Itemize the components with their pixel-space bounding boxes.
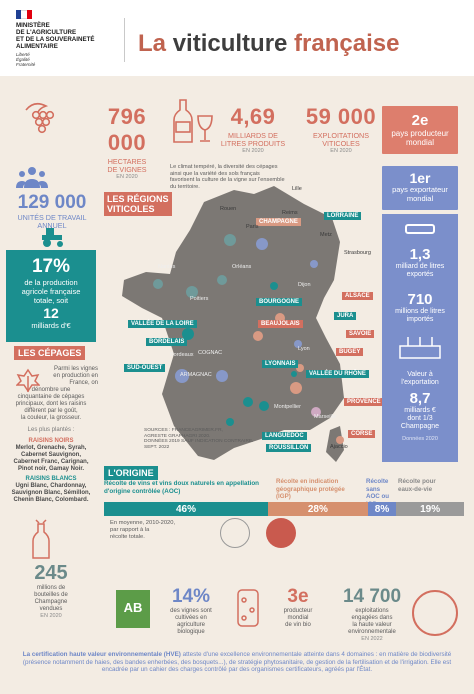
origin-bar-segment: 8% xyxy=(367,502,397,516)
region-armagnac: ARMAGNAC xyxy=(180,372,212,378)
region-champagne: CHAMPAGNE xyxy=(256,218,301,226)
share-card: 17% de la production agricole française … xyxy=(6,250,96,342)
origin-bar-segment: 28% xyxy=(267,502,368,516)
wine-bottle-glass-icon xyxy=(172,98,216,149)
truck-icon xyxy=(405,224,435,234)
grape-leaf-icon xyxy=(15,368,41,399)
origin-bar-segment: 46% xyxy=(104,502,268,516)
ab-logo: AB xyxy=(116,590,150,628)
hve-stat: 14 700 exploitations engagées dans la ha… xyxy=(342,586,402,642)
region-alsace: ALSACE xyxy=(342,292,373,300)
cepages-title: LES CÉPAGES xyxy=(14,346,86,360)
map-sources: SOURCES : FRANCEAGRIMER.FR, AGRESTE GRAP… xyxy=(144,428,254,450)
origin-cat-igp: Récolte en indication géographique proté… xyxy=(276,478,345,500)
city-marseille: Marseille xyxy=(314,414,337,420)
header-divider xyxy=(124,18,125,62)
city-ajaccio: Ajaccio xyxy=(330,444,348,450)
exporter-rank-card: 1er pays exportateur mondial xyxy=(382,166,458,210)
city-reims: Reims xyxy=(282,210,298,216)
grapes-icon xyxy=(16,98,62,141)
city-paris: Paris xyxy=(246,224,259,230)
producer-rank-card: 2e pays producteur mondial xyxy=(382,106,458,154)
champagne-bottle-icon xyxy=(30,518,52,565)
city-lille: Lille xyxy=(292,186,302,192)
region-savoie: SAVOIE xyxy=(346,330,375,338)
hve-seal-icon xyxy=(412,590,458,636)
city-montpellier: Montpellier xyxy=(274,404,301,410)
region-lyonnais: LYONNAIS xyxy=(262,360,299,368)
people-icon xyxy=(16,166,48,195)
origin-title: L'ORIGINE xyxy=(104,466,158,480)
trade-card: 1,3 milliard de litres exportés 710 mill… xyxy=(382,214,458,462)
cepages-list: Les plus plantés : RAISINS NOIRS Merlot,… xyxy=(11,427,91,503)
page-title: La viticulture française xyxy=(138,30,400,57)
region-bourgogne: BOURGOGNE xyxy=(256,298,303,306)
republic-flag-icon xyxy=(16,10,32,19)
region-languedoc: LANGUEDOC xyxy=(262,432,307,440)
city-lyon: Lyon xyxy=(298,346,310,352)
regions-title: LES RÉGIONS VITICOLES xyxy=(104,192,172,216)
stat-hectares: 796 000 HECTARES DE VIGNES EN 2020 xyxy=(107,104,147,180)
region-roussillon: ROUSSILLON xyxy=(266,444,312,452)
cepages-intro: Parmi les vignes en production en France… xyxy=(15,366,98,421)
city-poitiers: Poitiers xyxy=(190,296,209,302)
region-corse: CORSE xyxy=(348,430,376,438)
region-cognac: COGNAC xyxy=(198,350,223,356)
city-strasbourg: Strasbourg xyxy=(344,250,371,256)
france-map xyxy=(104,168,374,464)
map-intro: Le climat tempéré, la diversité des cépa… xyxy=(170,164,285,190)
city-dijon: Dijon xyxy=(298,282,311,288)
bio-rank: 3e producteur mondial de vin bio xyxy=(283,586,313,628)
region-provence: PROVENCE xyxy=(344,398,384,406)
wine-crate-icon xyxy=(382,334,458,365)
tractor-icon xyxy=(40,226,66,253)
city-bordeaux: Bordeaux xyxy=(170,352,194,358)
igp-seal-icon xyxy=(266,518,296,548)
origin-bar: 46% 28% 8% 19% xyxy=(104,502,464,516)
city-orleans: Orléans xyxy=(232,264,252,270)
aoc-seal-icon xyxy=(220,518,250,548)
stat-litres: 4,69 MILLIARDS DE LITRES PRODUITS EN 202… xyxy=(220,104,286,154)
labour-stat: 129 000 UNITÉS DE TRAVAIL ANNUEL xyxy=(17,192,87,230)
origin-cat-aoc: Récolte de vins et vins doux naturels en… xyxy=(104,480,260,495)
champagne-stat: 245 millions de bouteilles de Champagne … xyxy=(34,562,68,619)
ministry-name: MINISTÈRE DE L'AGRICULTURE ET DE LA SOUV… xyxy=(16,22,95,50)
origin-cat-eaux: Récolte pour eaux-de-vie xyxy=(398,478,436,493)
bio-stat: 14% des vignes sont cultivées en agricul… xyxy=(170,586,212,635)
region-lorraine: LORRAINE xyxy=(324,212,362,220)
cork-icon xyxy=(230,586,266,635)
region-vallee-loire: VALLÉE DE LA LOIRE xyxy=(128,320,197,328)
city-metz: Metz xyxy=(320,232,332,238)
region-bugey: BUGEY xyxy=(336,348,364,356)
origin-bar-segment: 19% xyxy=(396,502,464,516)
republic-motto: Liberté Égalité Fraternité xyxy=(16,52,36,67)
city-rouen: Rouen xyxy=(220,206,237,212)
region-vallee-rhone: VALLÉE DU RHÔNE xyxy=(306,370,369,378)
origin-note: En moyenne, 2010-2020, par rapport à la … xyxy=(110,520,176,540)
region-sud-ouest: SUD-OUEST xyxy=(124,364,166,372)
hve-footer-note: La certification haute valeur environnem… xyxy=(22,651,452,674)
region-jura: JURA xyxy=(334,312,357,320)
region-beaujolais: BEAUJOLAIS xyxy=(258,320,303,328)
city-nantes: Nantes xyxy=(158,264,176,270)
header: MINISTÈRE DE L'AGRICULTURE ET DE LA SOUV… xyxy=(0,0,474,76)
region-bordelais: BORDELAIS xyxy=(146,338,188,346)
stat-exploitations: 59 000 EXPLOITATIONS VITICOLES EN 2020 xyxy=(305,104,377,154)
